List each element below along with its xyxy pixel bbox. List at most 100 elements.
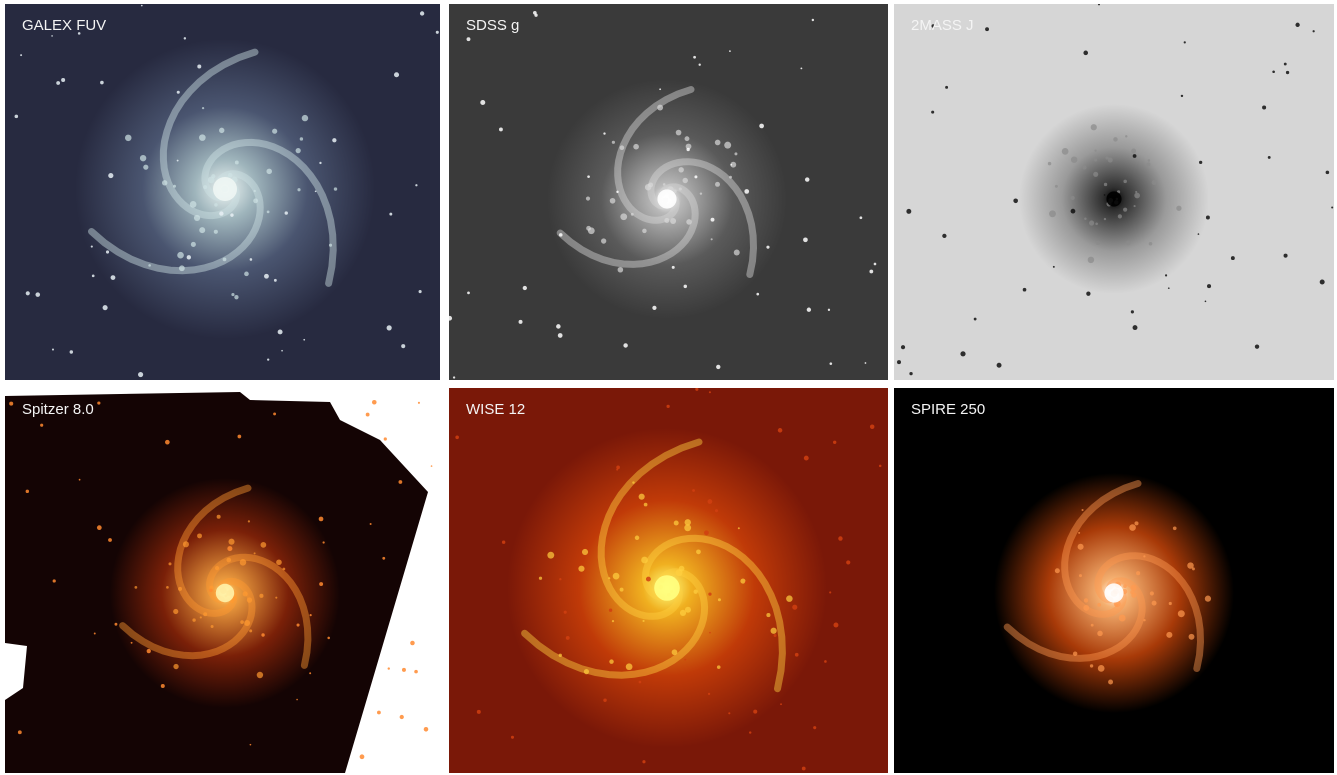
knot (210, 625, 214, 628)
knot (699, 192, 703, 195)
knot (1204, 595, 1212, 602)
knot (671, 649, 678, 656)
star (230, 213, 234, 217)
knot (612, 572, 620, 580)
star (1083, 50, 1089, 56)
knot (632, 481, 635, 484)
knot (609, 197, 616, 204)
panel-label: SDSS g (466, 17, 519, 34)
star (794, 652, 799, 657)
knot (173, 663, 179, 670)
spiral-arm (597, 438, 703, 620)
spiral-arm (1061, 480, 1142, 618)
star (466, 37, 471, 42)
star (714, 509, 719, 513)
star (1283, 253, 1288, 258)
panel-label: SPIRE 250 (911, 401, 985, 418)
spiral-arm (614, 86, 695, 224)
knot (770, 627, 777, 634)
spiral-arm (521, 568, 709, 679)
knot (1054, 568, 1060, 574)
star (414, 669, 418, 674)
star (418, 290, 422, 294)
knot (168, 562, 172, 566)
star (522, 285, 527, 291)
star (386, 325, 392, 331)
knot (199, 134, 206, 141)
knot (1083, 598, 1089, 603)
knot (1089, 664, 1094, 668)
star (417, 401, 420, 404)
star (1097, 4, 1101, 6)
star (642, 760, 646, 764)
star (558, 233, 563, 237)
knot (213, 229, 218, 234)
star (91, 274, 95, 278)
knot (538, 576, 543, 580)
knot (1047, 161, 1052, 166)
star (1132, 154, 1137, 158)
star (401, 667, 406, 672)
star (616, 465, 620, 470)
knot (244, 271, 249, 277)
star (608, 608, 613, 612)
knot (1136, 571, 1141, 576)
star (1197, 233, 1200, 235)
star (1331, 206, 1334, 209)
star (728, 712, 731, 715)
star (846, 560, 851, 565)
star (623, 343, 628, 348)
knot (253, 198, 259, 204)
knot (192, 618, 196, 622)
star (753, 709, 758, 714)
knot (266, 168, 272, 175)
star (565, 635, 570, 640)
knot (1054, 184, 1058, 188)
star (518, 319, 523, 324)
star (942, 233, 947, 239)
star (1052, 265, 1055, 268)
knot (1081, 508, 1084, 512)
image-panel (5, 4, 440, 380)
star (430, 465, 433, 467)
star (319, 582, 324, 587)
star (744, 581, 748, 584)
knot (227, 172, 233, 178)
star (56, 81, 61, 85)
star (1254, 344, 1260, 349)
knot (682, 177, 688, 184)
knot (166, 586, 169, 589)
knot (1070, 156, 1078, 163)
knot (585, 196, 591, 201)
knot (1168, 601, 1172, 606)
spiral-arm (642, 534, 786, 693)
knot (601, 238, 607, 244)
star (415, 184, 418, 187)
star (730, 163, 733, 166)
star (1167, 287, 1170, 289)
knot (197, 533, 202, 539)
star (638, 680, 642, 684)
star (108, 538, 112, 542)
knot (670, 218, 677, 225)
star (931, 24, 935, 28)
knot (1177, 610, 1185, 618)
star (369, 523, 372, 526)
star (52, 579, 56, 583)
star (792, 604, 798, 610)
spiral-arm (1003, 577, 1146, 662)
knot (1123, 207, 1128, 212)
star (729, 50, 731, 53)
knot (633, 143, 639, 150)
star (708, 391, 711, 394)
star (78, 478, 81, 481)
star (467, 291, 470, 295)
knot (1131, 148, 1137, 154)
knot (1061, 148, 1069, 155)
star (401, 344, 406, 349)
star (698, 63, 701, 66)
star (1022, 287, 1027, 292)
star (165, 439, 170, 445)
knot (134, 585, 138, 589)
star (1183, 41, 1186, 44)
